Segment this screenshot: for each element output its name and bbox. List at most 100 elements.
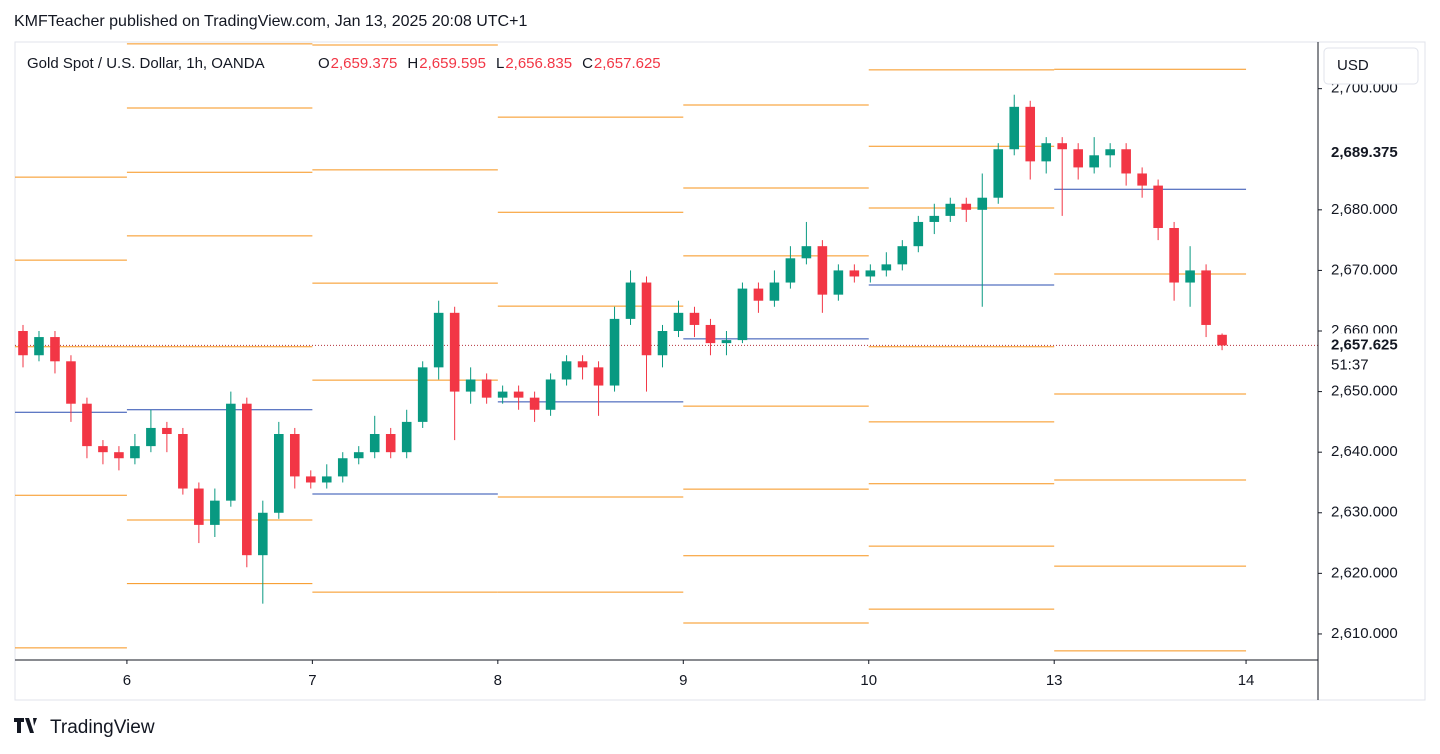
candle-body xyxy=(321,476,332,483)
ohlc-key: O xyxy=(318,55,330,72)
candle-body xyxy=(609,318,620,386)
candle-body xyxy=(1169,228,1179,283)
candle-body xyxy=(146,427,156,447)
y-tick-label: 2,620.000 xyxy=(1331,564,1398,581)
y-tick-label: 2,610.000 xyxy=(1331,625,1398,642)
candle-body xyxy=(226,403,236,501)
countdown: 51:37 xyxy=(1331,356,1369,373)
x-tick-label: 8 xyxy=(494,672,502,689)
x-tick-label: 9 xyxy=(679,672,687,689)
candle-body xyxy=(178,434,188,489)
logo-mark xyxy=(14,718,37,733)
candle-body xyxy=(465,379,476,392)
x-tick-label: 14 xyxy=(1238,672,1255,689)
logo xyxy=(14,718,37,733)
candle-body xyxy=(82,403,92,447)
y-tick-label: 2,680.000 xyxy=(1331,201,1398,218)
candle-body xyxy=(162,427,172,435)
marker-label: 2,689.375 xyxy=(1331,144,1398,161)
ohlc-key: H xyxy=(407,55,418,72)
candle-body xyxy=(1073,149,1083,168)
candle-body xyxy=(769,282,780,301)
candle-body xyxy=(98,446,108,453)
x-tick-label: 10 xyxy=(860,672,877,689)
frame xyxy=(14,41,1426,701)
candle-body xyxy=(737,288,748,341)
candle-body xyxy=(417,367,428,422)
currency-button[interactable] xyxy=(1323,47,1419,85)
candle-body xyxy=(1057,143,1067,150)
candle-body xyxy=(449,312,460,392)
candle-body xyxy=(721,340,732,344)
y-tick-label: 2,650.000 xyxy=(1331,383,1398,400)
candle-body xyxy=(817,246,828,295)
candle-body xyxy=(433,312,444,368)
ohlc-key: C xyxy=(582,55,593,72)
candle-body xyxy=(210,500,220,525)
x-tick-label: 6 xyxy=(123,672,131,689)
candle-body xyxy=(561,361,572,380)
candle-body xyxy=(130,446,140,459)
candle-body xyxy=(194,488,204,525)
candle-body xyxy=(625,282,636,319)
candle-body xyxy=(353,452,364,459)
brand: TradingView xyxy=(50,717,155,738)
candle-body xyxy=(50,337,60,362)
ohlc-value: 2,659.375 xyxy=(331,55,398,72)
ohlc-value: 2,659.595 xyxy=(419,55,486,72)
candle-body xyxy=(1009,106,1020,150)
candle-body xyxy=(705,324,716,344)
candle-body xyxy=(673,312,684,332)
candle-body xyxy=(242,403,252,556)
candle-body xyxy=(849,270,860,277)
currency[interactable]: USD xyxy=(1337,57,1369,74)
candle-body xyxy=(1105,149,1115,156)
y-tick-label: 2,630.000 xyxy=(1331,504,1398,521)
symbol: Gold Spot / U.S. Dollar, 1h, OANDA xyxy=(27,55,265,72)
ohlc-value: 2,656.835 xyxy=(505,55,572,72)
candle-body xyxy=(785,258,796,283)
candle-body xyxy=(593,367,604,386)
candle-body xyxy=(897,246,908,265)
candle-body xyxy=(513,391,524,398)
candle-body xyxy=(34,337,44,356)
candle-body xyxy=(801,246,812,259)
candle-body xyxy=(1201,270,1211,325)
candle-body xyxy=(66,361,76,404)
candle-body xyxy=(881,264,892,271)
candle-body xyxy=(305,476,316,483)
ohlc-value: 2,657.625 xyxy=(594,55,661,72)
candle-body xyxy=(18,331,28,356)
candle-body xyxy=(274,434,284,513)
candle-body xyxy=(337,458,348,477)
candle-body xyxy=(1153,185,1163,229)
axes: 2,610.000 2,620.000 2,630.000 2,640.000 2,65… xyxy=(123,80,1420,689)
x-tick-label: 7 xyxy=(308,672,316,689)
candle-body xyxy=(689,312,700,325)
candle-body xyxy=(289,434,300,477)
candle-body xyxy=(657,331,668,356)
candle-body xyxy=(977,197,988,210)
candle-body xyxy=(258,512,268,556)
last-price-bg xyxy=(1320,333,1420,376)
candle-body xyxy=(401,421,412,453)
candle-body xyxy=(913,221,924,247)
candle-body xyxy=(865,270,876,277)
candle-body xyxy=(545,379,556,410)
header: KMFTeacher published on TradingView.com,… xyxy=(14,13,527,30)
candle-body xyxy=(929,215,940,222)
candle-body xyxy=(577,361,588,368)
candle-body xyxy=(641,282,652,356)
x-tick-label: 13 xyxy=(1046,672,1063,689)
marker-label-bg xyxy=(1320,143,1420,164)
plot xyxy=(15,43,1318,652)
y-tick-label: 2,640.000 xyxy=(1331,443,1398,460)
candle-body xyxy=(993,149,1004,198)
candle-body xyxy=(961,203,972,210)
legend: Gold Spot / U.S. Dollar, 1h, OANDA O 2,65… xyxy=(27,55,661,72)
candle-body xyxy=(1185,270,1195,283)
candle-body xyxy=(1137,173,1147,186)
y-tick-label: 2,670.000 xyxy=(1331,261,1398,278)
candle-body xyxy=(481,379,492,398)
candle-body xyxy=(1121,149,1131,174)
